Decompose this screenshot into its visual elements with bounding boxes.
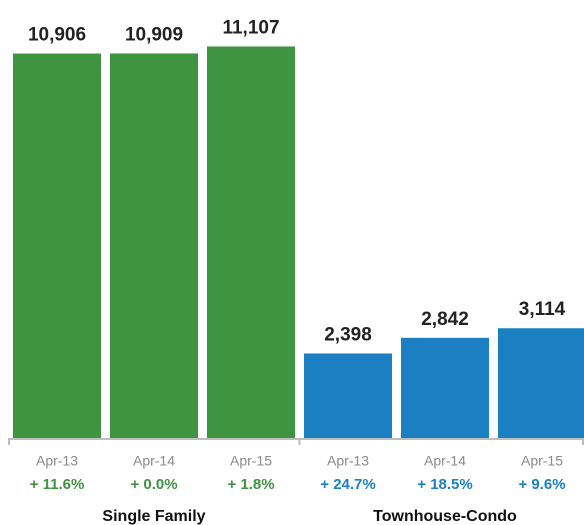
change-label: + 18.5% <box>417 476 472 493</box>
bar <box>304 353 392 438</box>
change-label: + 1.8% <box>227 476 274 493</box>
bar <box>207 46 295 439</box>
value-label: 2,398 <box>324 324 372 345</box>
x-tick-label: Apr-15 <box>230 453 272 469</box>
bar <box>13 53 101 438</box>
x-tick-label: Apr-15 <box>521 453 563 469</box>
group-label: Townhouse-Condo <box>373 508 517 525</box>
value-label: 11,107 <box>222 17 279 38</box>
value-label: 2,842 <box>421 309 469 330</box>
value-label: 3,114 <box>519 299 566 320</box>
change-label: + 0.0% <box>130 476 177 493</box>
value-label: 10,906 <box>28 25 86 46</box>
x-tick-label: Apr-14 <box>133 453 175 469</box>
change-label: + 11.6% <box>30 476 85 493</box>
bar <box>110 53 198 438</box>
x-tick-label: Apr-13 <box>327 453 369 469</box>
x-tick-label: Apr-13 <box>36 453 78 469</box>
bar <box>401 337 489 438</box>
group-label: Single Family <box>102 508 205 525</box>
change-label: + 24.7% <box>320 476 375 493</box>
x-tick-label: Apr-14 <box>424 453 466 469</box>
value-label: 10,909 <box>125 24 183 45</box>
bar <box>498 328 584 438</box>
change-label: + 9.6% <box>518 476 565 493</box>
